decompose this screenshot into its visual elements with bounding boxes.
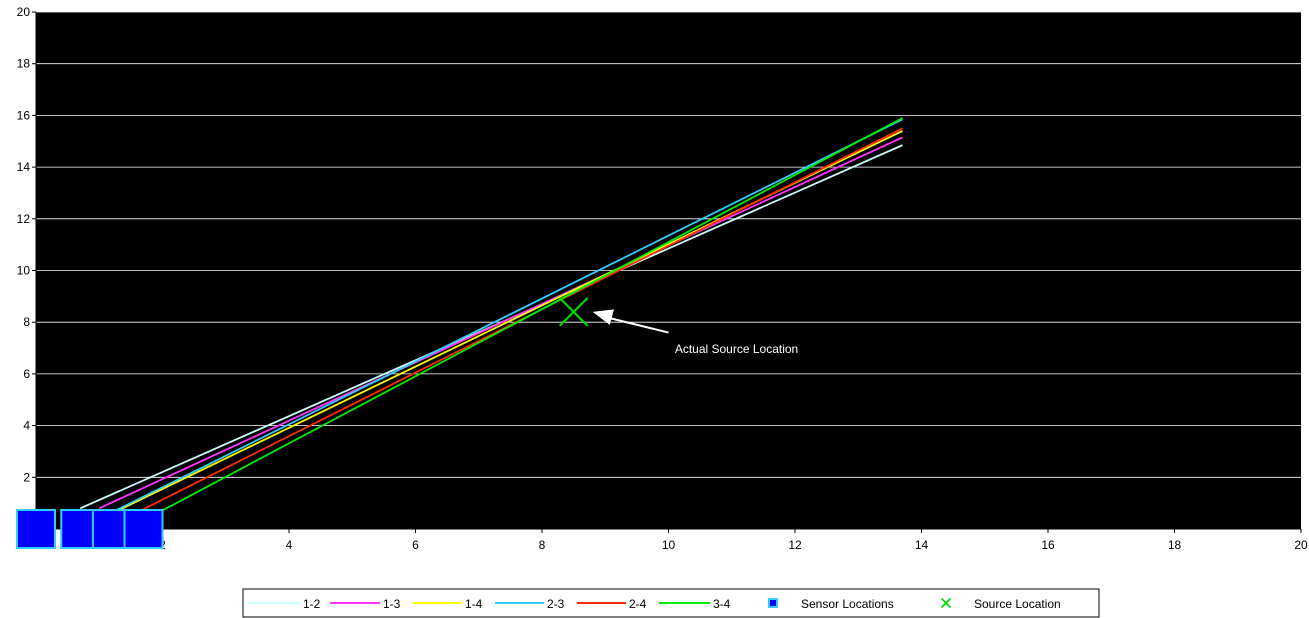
y-tick-label: 6	[23, 367, 30, 381]
legend-entry-2-4: 2-4	[577, 597, 647, 611]
x-tick-label: 4	[286, 538, 293, 552]
annotations: Actual Source Location	[592, 309, 798, 356]
sensor-marker	[16, 509, 56, 549]
series-line-3-4	[136, 117, 903, 525]
legend: 1-2 1-3 1-4 2-3 2-4 3-4 Sensor Locations Source…	[242, 588, 1100, 618]
y-tick-label: 20	[17, 5, 31, 19]
y-tick-label: 18	[17, 57, 31, 71]
y-tick-label: 16	[17, 108, 31, 122]
legend-entry-3-4: 3-4	[659, 597, 731, 611]
legend-label: 2-3	[547, 597, 565, 611]
x-tick-label: 8	[539, 538, 546, 552]
annotation-label: Actual Source Location	[675, 342, 798, 356]
x-tick-label: 10	[662, 538, 676, 552]
grid-lines	[36, 11, 1301, 478]
y-tick-label: 10	[17, 264, 31, 278]
annotation-arrow-shaft	[604, 315, 669, 334]
legend-entry-2-3: 2-3	[495, 597, 565, 611]
legend-entry-1-3: 1-3	[330, 597, 401, 611]
x-tick-label: 20	[1294, 538, 1308, 552]
y-tick-label: 8	[23, 315, 30, 329]
x-tick-label: 12	[788, 538, 802, 552]
x-tick-label: 16	[1041, 538, 1055, 552]
source-marker-stroke	[558, 297, 589, 327]
legend-entry-1-4: 1-4	[413, 597, 483, 611]
y-tick-label: 4	[23, 419, 30, 433]
series-line-1-3	[98, 136, 903, 510]
legend-label: 1-4	[465, 597, 483, 611]
x-tick-label: 6	[412, 538, 419, 552]
y-tick-label: 2	[23, 470, 30, 484]
legend-label: 2-4	[629, 597, 647, 611]
legend-label: 3-4	[713, 597, 731, 611]
x-tick-label: 18	[1168, 538, 1182, 552]
y-tick-label: 12	[17, 212, 31, 226]
series-line-2-3	[98, 118, 903, 520]
legend-entry-Source Location: Source Location	[940, 597, 1061, 611]
sensor-marker	[123, 509, 164, 549]
legend-label: 1-3	[383, 597, 401, 611]
legend-swatch-x	[940, 597, 952, 609]
source-marker	[558, 297, 589, 327]
series-lines	[79, 117, 903, 525]
annotation-arrow-head	[592, 309, 614, 325]
legend-label: Source Location	[974, 597, 1061, 611]
legend-entry-Sensor Locations: Sensor Locations	[768, 597, 894, 611]
legend-label: 1-2	[303, 597, 321, 611]
series-markers	[16, 297, 589, 549]
legend-entry-1-2: 1-2	[248, 597, 321, 611]
x-tick-label: 14	[915, 538, 929, 552]
legend-label: Sensor Locations	[801, 597, 894, 611]
y-tick-label: 14	[17, 160, 31, 174]
legend-swatch-square	[768, 598, 778, 608]
